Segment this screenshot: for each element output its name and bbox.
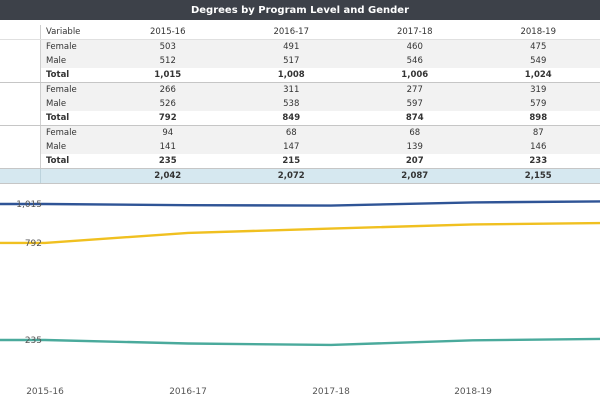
x-tick-label: 2015-16 bbox=[26, 387, 64, 397]
table-cell: 146 bbox=[476, 140, 600, 154]
row-label: Male bbox=[40, 140, 106, 154]
column-header: 2018-19 bbox=[476, 25, 600, 40]
chart-title: Degrees by Program Level and Gender bbox=[190, 4, 410, 16]
table-cell: 849 bbox=[229, 111, 353, 126]
table-header-row: Variable 2015-16 2016-17 2017-18 2018-19 bbox=[0, 25, 600, 40]
group-cell bbox=[0, 111, 41, 126]
x-tick-label: 2016-17 bbox=[169, 387, 207, 397]
table-cell: 139 bbox=[353, 140, 477, 154]
header-spacer bbox=[0, 25, 41, 40]
table-cell: 68 bbox=[353, 125, 477, 140]
table-cell: 579 bbox=[476, 97, 600, 111]
group-cell bbox=[0, 125, 41, 140]
table-cell: 874 bbox=[353, 111, 477, 126]
table-row: Male 526 538 597 579 bbox=[0, 97, 600, 111]
table-cell: 235 bbox=[106, 154, 230, 169]
y-tick-label: 792 bbox=[25, 239, 42, 249]
table-cell: 141 bbox=[106, 140, 230, 154]
series-line-3 bbox=[0, 337, 600, 347]
row-label: Female bbox=[40, 39, 106, 54]
y-tick-label: 235 bbox=[25, 336, 42, 346]
table-cell: 1,006 bbox=[353, 68, 477, 83]
table-cell: 549 bbox=[476, 54, 600, 68]
table-cell: 1,015 bbox=[106, 68, 230, 83]
grand-total-row: 2,042 2,072 2,087 2,155 bbox=[0, 168, 600, 184]
table-row: Female 266 311 277 319 bbox=[0, 82, 600, 97]
column-header: 2016-17 bbox=[229, 25, 353, 40]
table-cell: 87 bbox=[476, 125, 600, 140]
x-tick-label: 2018-19 bbox=[454, 387, 492, 397]
data-table: Variable 2015-16 2016-17 2017-18 2018-19 Fema… bbox=[0, 25, 600, 184]
chart-title-bar: Degrees by Program Level and Gender bbox=[0, 0, 600, 20]
table-cell: 1,024 bbox=[476, 68, 600, 83]
table-row: Total 792 849 874 898 bbox=[0, 111, 600, 126]
group-cell bbox=[0, 140, 41, 154]
table-cell: 512 bbox=[106, 54, 230, 68]
grand-total-cell: 2,042 bbox=[106, 168, 230, 184]
table-cell: 597 bbox=[353, 97, 477, 111]
grand-total-label bbox=[40, 168, 106, 184]
table-cell: 1,008 bbox=[229, 68, 353, 83]
table-cell: 311 bbox=[229, 82, 353, 97]
table-cell: 207 bbox=[353, 154, 477, 169]
table-cell: 460 bbox=[353, 39, 477, 54]
table-cell: 491 bbox=[229, 39, 353, 54]
table-cell: 94 bbox=[106, 125, 230, 140]
table-cell: 277 bbox=[353, 82, 477, 97]
table-cell: 898 bbox=[476, 111, 600, 126]
row-label: Female bbox=[40, 82, 106, 97]
table-cell: 538 bbox=[229, 97, 353, 111]
table-row: Total 1,015 1,008 1,006 1,024 bbox=[0, 68, 600, 83]
table-cell: 546 bbox=[353, 54, 477, 68]
table-cell: 233 bbox=[476, 154, 600, 169]
column-header: Variable bbox=[40, 25, 106, 40]
group-cell bbox=[0, 97, 41, 111]
group-cell bbox=[0, 154, 41, 169]
table-cell: 147 bbox=[229, 140, 353, 154]
group-cell bbox=[0, 168, 41, 184]
group-cell bbox=[0, 68, 41, 83]
group-cell bbox=[0, 82, 41, 97]
series-line-2 bbox=[0, 221, 600, 245]
table-row: Male 512 517 546 549 bbox=[0, 54, 600, 68]
row-label: Total bbox=[40, 154, 106, 169]
x-tick-label: 2017-18 bbox=[312, 387, 350, 397]
row-label: Male bbox=[40, 54, 106, 68]
table-cell: 792 bbox=[106, 111, 230, 126]
table-row: Female 94 68 68 87 bbox=[0, 125, 600, 140]
group-cell bbox=[0, 54, 41, 68]
grand-total-cell: 2,087 bbox=[353, 168, 477, 184]
row-label: Female bbox=[40, 125, 106, 140]
table-cell: 517 bbox=[229, 54, 353, 68]
table-cell: 526 bbox=[106, 97, 230, 111]
table-cell: 68 bbox=[229, 125, 353, 140]
table-cell: 215 bbox=[229, 154, 353, 169]
group-cell bbox=[0, 39, 41, 54]
table-cell: 319 bbox=[476, 82, 600, 97]
y-tick-label: 1,015 bbox=[16, 200, 42, 210]
column-header: 2017-18 bbox=[353, 25, 477, 40]
table-row: Total 235 215 207 233 bbox=[0, 154, 600, 169]
row-label: Male bbox=[40, 97, 106, 111]
table-cell: 266 bbox=[106, 82, 230, 97]
table-cell: 475 bbox=[476, 39, 600, 54]
grand-total-cell: 2,155 bbox=[476, 168, 600, 184]
column-header: 2015-16 bbox=[106, 25, 230, 40]
table-row: Female 503 491 460 475 bbox=[0, 39, 600, 54]
table-cell: 503 bbox=[106, 39, 230, 54]
row-label: Total bbox=[40, 111, 106, 126]
row-label: Total bbox=[40, 68, 106, 83]
grand-total-cell: 2,072 bbox=[229, 168, 353, 184]
series-line-1 bbox=[0, 200, 600, 207]
table-row: Male 141 147 139 146 bbox=[0, 140, 600, 154]
